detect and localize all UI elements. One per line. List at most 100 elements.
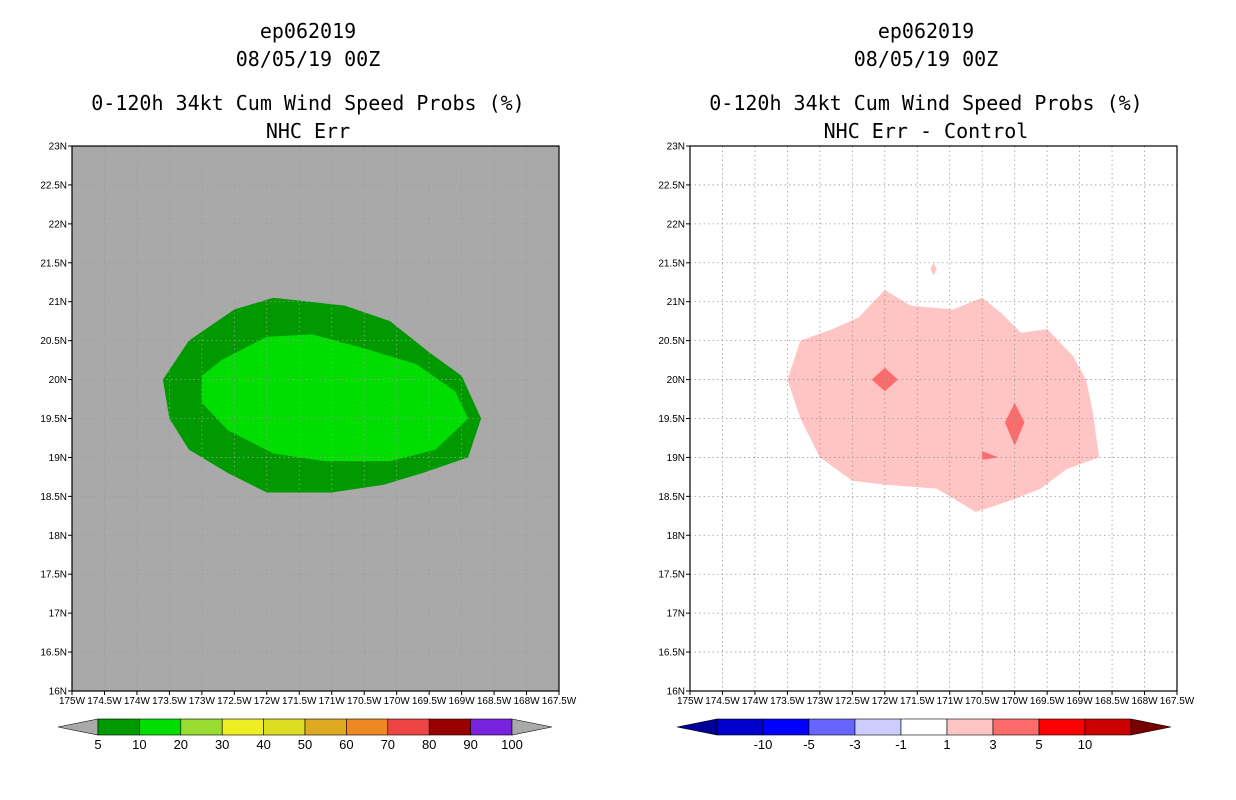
y-tick-label: 17.5N — [40, 570, 67, 581]
x-tick-label: 170W — [1002, 696, 1029, 707]
right-x-axis: 175W 174.5W 174W 173.5W 173W 172.5W 172W 171.5W… — [677, 691, 1195, 707]
y-tick-label: 22N — [49, 219, 67, 230]
contour-1-3-0 — [787, 290, 1100, 512]
left-gridlines — [72, 146, 559, 691]
y-tick-label: 23N — [49, 142, 67, 153]
x-tick-label: 169W — [1067, 696, 1094, 707]
left-datetime: 08/05/19 00Z — [236, 47, 381, 71]
y-tick-label: 17N — [667, 609, 685, 620]
colorbar-segment — [716, 718, 764, 736]
x-tick-label: 170.5W — [965, 696, 1000, 707]
contour-1-3-1 — [930, 262, 937, 276]
x-tick-label: 174.5W — [705, 696, 740, 707]
x-tick-label: 167.5W — [1160, 696, 1195, 707]
colorbar-segment — [1084, 718, 1132, 736]
colorbar-low-arrow — [57, 718, 99, 736]
x-tick-label: 168.5W — [1095, 696, 1130, 707]
x-tick-label: 174.5W — [87, 696, 122, 707]
right-chart-title: 0-120h 34kt Cum Wind Speed Probs (%) — [709, 91, 1142, 115]
x-tick-label: 173W — [189, 696, 216, 707]
colorbar-segment — [992, 718, 1040, 736]
colorbar-high-arrow — [511, 718, 553, 736]
y-tick-label: 22.5N — [40, 180, 67, 191]
left-contours — [162, 297, 482, 493]
y-tick-label: 16N — [667, 687, 685, 698]
left-y-axis: 16N 16.5N 17N 17.5N 18N 18.5N 19N 19.5N 20N 20.5N… — [40, 142, 72, 698]
y-tick-label: 19.5N — [40, 414, 67, 425]
colorbar-label: 60 — [339, 737, 353, 752]
x-tick-label: 175W — [59, 696, 86, 707]
left-storm-id: ep062019 — [260, 19, 356, 43]
x-tick-label: 169W — [449, 696, 476, 707]
colorbar-segment — [470, 718, 513, 736]
x-tick-label: 171W — [937, 696, 964, 707]
y-tick-label: 16N — [49, 687, 67, 698]
y-tick-label: 19N — [49, 453, 67, 464]
x-tick-label: 167.5W — [542, 696, 577, 707]
left-colorbar: 5 10 20 30 40 50 60 70 80 90 100 — [57, 718, 553, 752]
colorbar-label: 5 — [94, 737, 101, 752]
colorbar-label: 40 — [256, 737, 270, 752]
x-tick-label: 168W — [1131, 696, 1158, 707]
colorbar-segment — [97, 718, 140, 736]
colorbar-high-arrow — [1130, 718, 1172, 736]
x-tick-label: 175W — [677, 696, 704, 707]
contour-10-20-1 — [201, 334, 469, 462]
x-tick-label: 170.5W — [347, 696, 382, 707]
right-datetime: 08/05/19 00Z — [854, 47, 999, 71]
x-tick-label: 168W — [513, 696, 540, 707]
colorbar-segment — [387, 718, 430, 736]
x-tick-label: 171.5W — [900, 696, 935, 707]
colorbar-label: 30 — [215, 737, 229, 752]
colorbar-label: 70 — [381, 737, 395, 752]
colorbar-segment — [428, 718, 471, 736]
contour-3-5-4 — [982, 451, 999, 460]
colorbar-segment — [139, 718, 182, 736]
y-tick-label: 20N — [667, 375, 685, 386]
y-tick-label: 20N — [49, 375, 67, 386]
y-tick-label: 19.5N — [658, 414, 685, 425]
right-colorbar: -10 -5 -3 -1 1 3 5 10 — [676, 718, 1172, 752]
right-gridlines — [690, 146, 1177, 691]
y-tick-label: 18N — [667, 531, 685, 542]
contour-3-5-3 — [1004, 402, 1025, 446]
y-tick-label: 21.5N — [40, 258, 67, 269]
colorbar-segment — [762, 718, 810, 736]
colorbar-label: -1 — [895, 737, 907, 752]
y-tick-label: 19N — [667, 453, 685, 464]
y-tick-label: 18.5N — [658, 492, 685, 503]
x-tick-label: 173W — [807, 696, 834, 707]
colorbar-label: 10 — [132, 737, 146, 752]
colorbar-low-arrow — [676, 718, 718, 736]
y-tick-label: 23N — [667, 142, 685, 153]
colorbar-segment — [808, 718, 856, 736]
colorbar-label: 5 — [1035, 737, 1042, 752]
x-tick-label: 172.5W — [835, 696, 870, 707]
colorbar-segment — [180, 718, 223, 736]
x-tick-label: 174W — [742, 696, 769, 707]
right-storm-id: ep062019 — [878, 19, 974, 43]
y-tick-label: 21N — [667, 297, 685, 308]
x-tick-label: 172W — [254, 696, 281, 707]
colorbar-label: -10 — [754, 737, 773, 752]
y-tick-label: 21.5N — [658, 258, 685, 269]
left-x-axis: 175W 174.5W 174W 173.5W 173W 172.5W 172W 171.5W… — [59, 691, 577, 707]
left-chart-subtitle: NHC Err — [266, 119, 350, 143]
y-tick-label: 18N — [49, 531, 67, 542]
colorbar-label: 1 — [943, 737, 950, 752]
x-tick-label: 174W — [124, 696, 151, 707]
colorbar-label: 100 — [501, 737, 523, 752]
x-tick-label: 173.5W — [152, 696, 187, 707]
x-tick-label: 169.5W — [412, 696, 447, 707]
x-tick-label: 169.5W — [1030, 696, 1065, 707]
x-tick-label: 172W — [872, 696, 899, 707]
colorbar-label: -5 — [803, 737, 815, 752]
colorbar-label: 3 — [989, 737, 996, 752]
panel-left: ep062019 08/05/19 00Z 0-120h 34kt Cum Wi… — [40, 19, 576, 752]
colorbar-label: 10 — [1078, 737, 1092, 752]
colorbar-segment — [221, 718, 264, 736]
y-tick-label: 21N — [49, 297, 67, 308]
colorbar-segment — [304, 718, 347, 736]
colorbar-label: 50 — [298, 737, 312, 752]
